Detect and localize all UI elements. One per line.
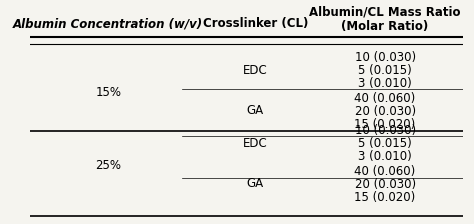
- Text: 15 (0.020): 15 (0.020): [355, 191, 416, 204]
- Text: 10 (0.030): 10 (0.030): [355, 124, 416, 137]
- Text: GA: GA: [247, 177, 264, 190]
- Text: 5 (0.015): 5 (0.015): [358, 137, 412, 150]
- Text: 10 (0.030): 10 (0.030): [355, 51, 416, 64]
- Text: 40 (0.060): 40 (0.060): [355, 93, 416, 106]
- Text: Albumin Concentration (w/v): Albumin Concentration (w/v): [13, 17, 203, 30]
- Text: Albumin/CL Mass Ratio
(Molar Ratio): Albumin/CL Mass Ratio (Molar Ratio): [310, 5, 461, 33]
- Text: 3 (0.010): 3 (0.010): [358, 150, 412, 163]
- Text: GA: GA: [247, 104, 264, 117]
- Text: 20 (0.030): 20 (0.030): [355, 178, 416, 191]
- Text: 20 (0.030): 20 (0.030): [355, 105, 416, 118]
- Text: 5 (0.015): 5 (0.015): [358, 64, 412, 77]
- Text: 3 (0.010): 3 (0.010): [358, 77, 412, 90]
- Text: 25%: 25%: [95, 159, 121, 172]
- Text: EDC: EDC: [243, 64, 268, 77]
- Text: Crosslinker (CL): Crosslinker (CL): [202, 17, 308, 30]
- Text: EDC: EDC: [243, 137, 268, 150]
- Text: 15%: 15%: [95, 86, 121, 99]
- Text: 15 (0.020): 15 (0.020): [355, 118, 416, 131]
- Text: 40 (0.060): 40 (0.060): [355, 165, 416, 178]
